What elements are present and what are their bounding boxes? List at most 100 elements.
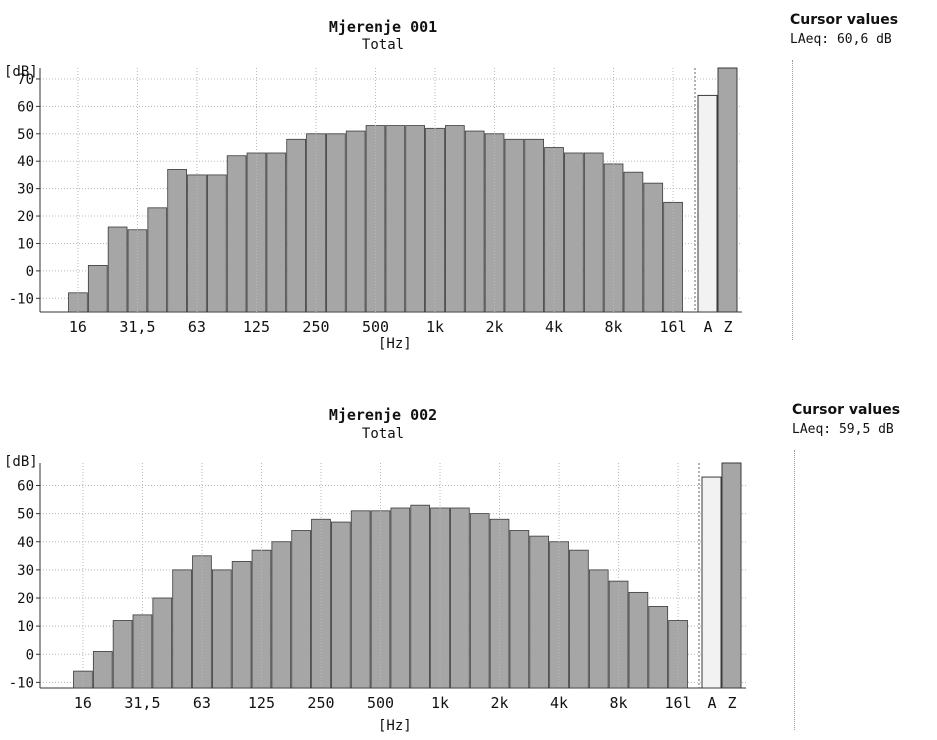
x-tick-label: 16 <box>74 694 92 712</box>
chart-subtitle-2: Total <box>361 426 405 442</box>
band-bar <box>266 152 287 313</box>
y-tick-label: -10 <box>9 291 34 307</box>
band-bar <box>211 569 232 689</box>
band-bar <box>603 163 624 313</box>
band-bar <box>350 510 371 689</box>
band-bar <box>92 651 113 689</box>
band-bar <box>623 171 644 313</box>
weighted-bar-z <box>721 462 742 689</box>
band-bar <box>390 507 411 689</box>
band-bar <box>152 597 173 689</box>
band-bar <box>206 174 227 313</box>
x-tick-label: 125 <box>248 694 275 712</box>
band-bar <box>549 541 569 689</box>
band-bar <box>524 138 545 313</box>
cursor-guide-1 <box>792 60 793 340</box>
band-bar <box>450 507 470 689</box>
y-tick-label: 50 <box>17 507 34 523</box>
cursor-values-heading-1: Cursor values <box>790 12 899 28</box>
band-bar <box>643 182 664 313</box>
band-bar <box>544 147 564 313</box>
cursor-value-2: LAeq: 59,5 dB <box>792 422 894 437</box>
x-tick-label: 8k <box>610 694 628 712</box>
band-bar <box>648 606 669 689</box>
y-tick-label: 30 <box>17 182 34 198</box>
x-tick-label: 4k <box>545 318 563 336</box>
x-tick-label: 250 <box>302 318 329 336</box>
band-bar <box>132 614 153 689</box>
y-tick-label: 30 <box>17 563 34 579</box>
band-bar <box>370 510 391 689</box>
band-bar <box>286 138 306 313</box>
cursor-guide-2 <box>794 450 795 730</box>
x-tick-label: 31,5 <box>124 694 160 712</box>
weighted-bar-z <box>717 67 738 313</box>
band-bar <box>583 152 604 313</box>
band-bar <box>504 138 525 313</box>
x-unit-label-1: [Hz] <box>378 336 412 352</box>
band-bar <box>509 530 530 689</box>
band-bar <box>331 521 351 689</box>
band-bar <box>469 513 490 689</box>
x-tick-label: 125 <box>243 318 270 336</box>
band-bar <box>271 541 292 689</box>
y-tick-label: 70 <box>17 72 34 88</box>
x-tick-label: 2k <box>486 318 504 336</box>
band-bar <box>172 569 192 689</box>
band-bar <box>489 518 510 689</box>
band-bar <box>345 130 366 313</box>
x-tick-label: 16 <box>69 318 87 336</box>
band-bar <box>306 133 326 313</box>
x-tick-label: 31,5 <box>119 318 155 336</box>
y-tick-label: 60 <box>17 479 34 495</box>
x-tick-label: 4k <box>550 694 568 712</box>
x-tick-label: 63 <box>188 318 206 336</box>
chart-subtitle-1: Total <box>361 37 405 53</box>
weighted-bar-a <box>701 476 722 689</box>
band-bar <box>226 155 247 313</box>
band-bar <box>445 125 465 313</box>
band-bar <box>112 620 133 689</box>
band-bar <box>127 229 148 313</box>
y-tick-label: 20 <box>17 591 34 607</box>
band-bar <box>410 504 430 689</box>
y-tick-label: 50 <box>17 127 34 143</box>
y-tick-label: 40 <box>17 535 34 551</box>
x-tick-label: 16l <box>660 318 687 336</box>
band-bar <box>107 226 128 313</box>
y-tick-label: 0 <box>26 264 34 280</box>
band-bar <box>484 133 505 313</box>
x-tick-label: 16l <box>665 694 692 712</box>
x-tick-label: 1k <box>431 694 449 712</box>
x-unit-label-2: [Hz] <box>378 718 412 734</box>
spectrum-chart-2: -10 0 10 20 30 40 50 60 16 31,5 63 125 250 500 1k 2k 4k 8… <box>9 462 746 712</box>
y-tick-label: 10 <box>17 236 34 252</box>
x-tick-label: 63 <box>193 694 211 712</box>
y-tick-label: 0 <box>26 647 34 663</box>
y-unit-label-1: [dB] <box>4 64 38 80</box>
weighted-bar-a <box>697 94 718 313</box>
spectrum-chart-1: -10 0 10 20 30 40 50 60 70 16 31,5 63 125 250 500 1k 2k 4… <box>9 67 742 336</box>
x-tick-label: 2k <box>491 694 509 712</box>
band-bar <box>326 133 346 313</box>
band-bar <box>405 125 425 313</box>
band-bar <box>147 207 168 313</box>
weighted-label: A <box>707 694 716 712</box>
band-bar <box>192 555 212 689</box>
band-bar <box>385 125 406 313</box>
chart-title-2: Mjerenje 002 <box>328 406 438 424</box>
x-tick-label: 250 <box>307 694 334 712</box>
band-bar <box>628 591 649 689</box>
band-bar <box>187 174 207 313</box>
weighted-label: Z <box>727 694 736 712</box>
band-bar <box>668 620 688 689</box>
band-bar <box>564 152 584 313</box>
weighted-label: Z <box>723 318 732 336</box>
weighted-label: A <box>703 318 712 336</box>
chart-title-1: Mjerenje 001 <box>328 18 438 36</box>
y-unit-label-2: [dB] <box>4 454 38 470</box>
y-tick-label: 40 <box>17 154 34 170</box>
x-tick-label: 500 <box>362 318 389 336</box>
y-tick-label: 10 <box>17 619 34 635</box>
band-bar <box>87 264 108 313</box>
